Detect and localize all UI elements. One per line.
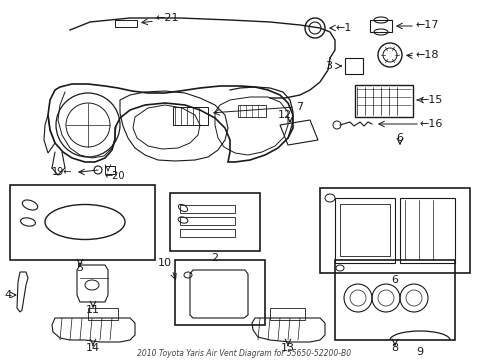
Text: 4: 4 [4, 290, 12, 300]
Bar [10, 185, 155, 260]
Text: 8: 8 [390, 343, 398, 353]
Text: 2010 Toyota Yaris Air Vent Diagram for 55650-52200-B0: 2010 Toyota Yaris Air Vent Diagram for 5… [137, 349, 350, 358]
Bar [369, 20, 391, 32]
Bar [173, 107, 207, 125]
Bar [354, 85, 412, 117]
Text: 6: 6 [396, 133, 403, 143]
Text: ←15: ←15 [419, 95, 443, 105]
Bar [180, 217, 235, 225]
Bar [180, 229, 235, 237]
Bar [115, 20, 137, 27]
Text: 13: 13 [281, 343, 294, 353]
Bar [88, 308, 118, 320]
Text: 9: 9 [416, 347, 423, 357]
Text: 12: 12 [277, 110, 291, 120]
Bar [105, 166, 115, 174]
Bar [175, 260, 264, 325]
Text: ←1: ←1 [334, 23, 351, 33]
Text: 7: 7 [296, 102, 303, 112]
Bar [399, 198, 454, 263]
Text: 6: 6 [391, 275, 398, 285]
Bar [334, 260, 454, 340]
Text: 10: 10 [158, 258, 172, 268]
Bar [238, 105, 265, 117]
Bar [345, 58, 362, 74]
Bar [334, 198, 394, 263]
Bar [170, 193, 260, 251]
Bar [180, 205, 235, 213]
Text: 2: 2 [211, 253, 218, 263]
Text: ←20: ←20 [105, 171, 125, 181]
Bar [269, 308, 305, 320]
Text: ←17: ←17 [414, 20, 438, 30]
Text: 14: 14 [86, 343, 100, 353]
Text: 5: 5 [76, 263, 83, 273]
Text: 19←: 19← [52, 167, 72, 177]
Text: ←18: ←18 [414, 50, 438, 60]
Bar [339, 204, 389, 256]
Text: ←16: ←16 [419, 119, 443, 129]
Bar [319, 188, 469, 273]
Text: 11: 11 [86, 305, 100, 315]
Text: ←21: ←21 [155, 13, 178, 23]
Text: 3: 3 [325, 61, 331, 71]
